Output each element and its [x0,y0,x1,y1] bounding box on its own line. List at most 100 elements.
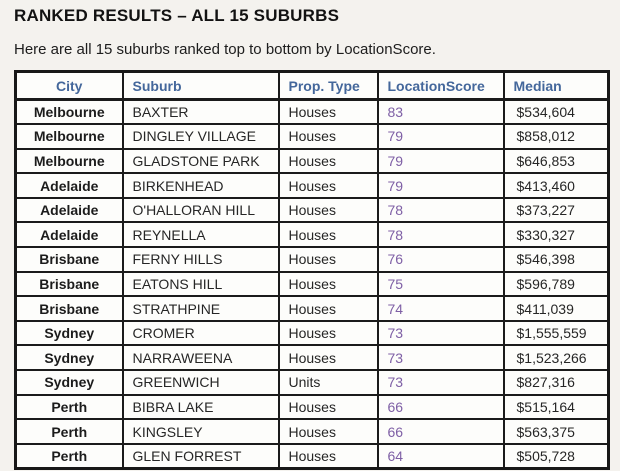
col-header-city: City [14,70,124,101]
results-table: City Suburb Prop. Type LocationScore Med… [14,70,610,470]
cell-suburb: GREENWICH [121,369,280,396]
col-header-prop-type: Prop. Type [277,70,379,101]
cell-median: $373,227 [502,196,610,224]
col-header-suburb: Suburb [121,70,280,101]
cell-location-score: 79 [376,147,505,175]
cell-location-score: 83 [376,98,505,126]
header-row: City Suburb Prop. Type LocationScore Med… [14,70,610,101]
table-row: Sydney CROMER Houses 73 $1,555,559 [14,319,610,347]
table-row: Brisbane STRATHPINE Houses 74 $411,039 [14,295,610,322]
cell-location-score: 73 [376,344,505,372]
cell-suburb: DINGLEY VILLAGE [121,123,280,150]
cell-location-score: 78 [376,221,505,249]
table-row: Sydney NARRAWEENA Houses 73 $1,523,266 [14,344,610,372]
cell-location-score: 78 [376,196,505,224]
table-row: Brisbane FERNY HILLS Houses 76 $546,398 [14,246,610,273]
cell-city: Sydney [14,319,124,347]
cell-suburb: EATONS HILL [121,270,280,298]
cell-suburb: BAXTER [121,98,280,126]
cell-city: Brisbane [14,295,124,322]
cell-suburb: STRATHPINE [121,295,280,322]
cell-prop-type: Houses [277,418,379,445]
cell-prop-type: Houses [277,319,379,347]
table-row: Brisbane EATONS HILL Houses 75 $596,789 [14,270,610,298]
table-row: Adelaide BIRKENHEAD Houses 79 $413,460 [14,172,610,199]
cell-prop-type: Houses [277,98,379,126]
cell-suburb: FERNY HILLS [121,246,280,273]
cell-location-score: 74 [376,295,505,322]
table-row: Sydney GREENWICH Units 73 $827,316 [14,369,610,396]
cell-prop-type: Houses [277,442,379,470]
cell-prop-type: Houses [277,295,379,322]
cell-suburb: GLADSTONE PARK [121,147,280,175]
cell-prop-type: Houses [277,172,379,199]
cell-city: Adelaide [14,221,124,249]
cell-prop-type: Houses [277,344,379,372]
cell-suburb: GLEN FORREST [121,442,280,470]
cell-median: $596,789 [502,270,610,298]
cell-median: $534,604 [502,98,610,126]
page-subtitle: Here are all 15 suburbs ranked top to bo… [14,41,436,58]
cell-suburb: O'HALLORAN HILL [121,196,280,224]
cell-city: Melbourne [14,98,124,126]
cell-median: $505,728 [502,442,610,470]
cell-city: Perth [14,418,124,445]
cell-city: Adelaide [14,196,124,224]
cell-suburb: CROMER [121,319,280,347]
cell-city: Sydney [14,344,124,372]
cell-city: Melbourne [14,123,124,150]
table-row: Perth BIBRA LAKE Houses 66 $515,164 [14,393,610,421]
cell-median: $827,316 [502,369,610,396]
table-row: Melbourne GLADSTONE PARK Houses 79 $646,853 [14,147,610,175]
cell-median: $413,460 [502,172,610,199]
cell-prop-type: Houses [277,246,379,273]
table-row: Melbourne DINGLEY VILLAGE Houses 79 $858,012 [14,123,610,150]
cell-location-score: 66 [376,418,505,445]
cell-suburb: NARRAWEENA [121,344,280,372]
cell-prop-type: Houses [277,221,379,249]
table-row: Perth GLEN FORREST Houses 64 $505,728 [14,442,610,470]
cell-median: $411,039 [502,295,610,322]
cell-city: Brisbane [14,246,124,273]
cell-location-score: 64 [376,442,505,470]
cell-city: Brisbane [14,270,124,298]
cell-median: $563,375 [502,418,610,445]
cell-city: Sydney [14,369,124,396]
cell-median: $515,164 [502,393,610,421]
cell-location-score: 73 [376,369,505,396]
cell-prop-type: Houses [277,270,379,298]
cell-suburb: BIBRA LAKE [121,393,280,421]
cell-median: $1,555,559 [502,319,610,347]
cell-city: Perth [14,393,124,421]
cell-median: $646,853 [502,147,610,175]
cell-median: $858,012 [502,123,610,150]
cell-location-score: 75 [376,270,505,298]
table-row: Perth KINGSLEY Houses 66 $563,375 [14,418,610,445]
cell-location-score: 66 [376,393,505,421]
cell-location-score: 73 [376,319,505,347]
cell-prop-type: Houses [277,393,379,421]
cell-prop-type: Houses [277,196,379,224]
cell-location-score: 79 [376,123,505,150]
cell-suburb: BIRKENHEAD [121,172,280,199]
cell-suburb: KINGSLEY [121,418,280,445]
table-row: Melbourne BAXTER Houses 83 $534,604 [14,98,610,126]
cell-prop-type: Houses [277,123,379,150]
cell-median: $1,523,266 [502,344,610,372]
table-row: Adelaide O'HALLORAN HILL Houses 78 $373,227 [14,196,610,224]
cell-suburb: REYNELLA [121,221,280,249]
cell-median: $330,327 [502,221,610,249]
cell-city: Perth [14,442,124,470]
cell-prop-type: Houses [277,147,379,175]
col-header-location-score: LocationScore [376,70,505,101]
cell-location-score: 79 [376,172,505,199]
col-header-median: Median [502,70,610,101]
cell-city: Melbourne [14,147,124,175]
table-body: Melbourne BAXTER Houses 83 $534,604 Melbourne… [14,98,610,470]
cell-prop-type: Units [277,369,379,396]
cell-location-score: 76 [376,246,505,273]
cell-median: $546,398 [502,246,610,273]
cell-city: Adelaide [14,172,124,199]
